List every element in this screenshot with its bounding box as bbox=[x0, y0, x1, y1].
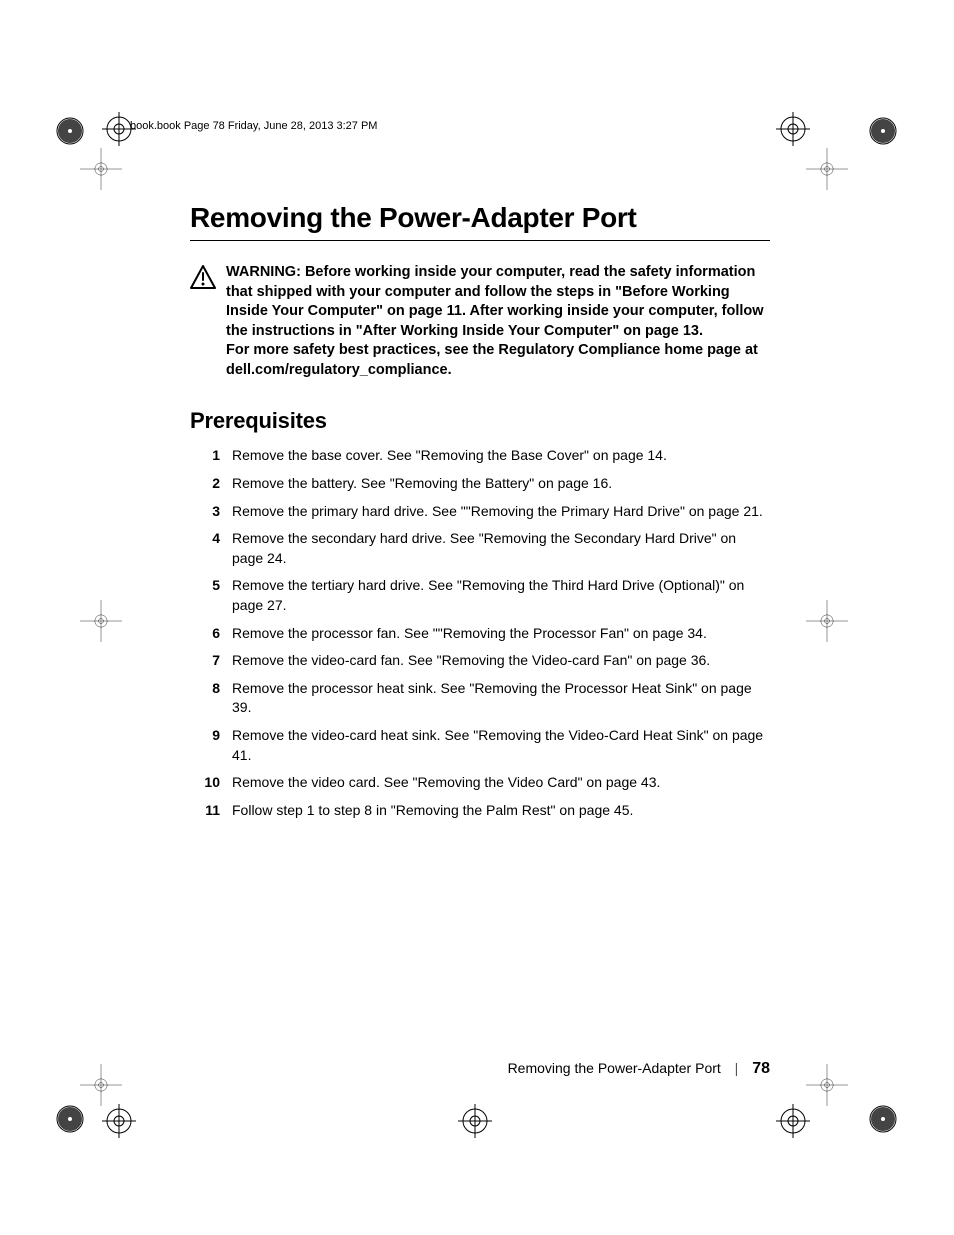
step-text: Remove the processor heat sink. See "Rem… bbox=[232, 679, 770, 718]
print-header-note: book.book Page 78 Friday, June 28, 2013 … bbox=[130, 120, 770, 132]
prerequisite-list: 1Remove the base cover. See "Removing th… bbox=[190, 446, 770, 820]
step-number: 2 bbox=[190, 474, 232, 494]
step-number: 4 bbox=[190, 529, 232, 549]
footer-page-number: 78 bbox=[752, 1060, 770, 1077]
list-item: 9Remove the video-card heat sink. See "R… bbox=[190, 726, 770, 765]
crop-mark-icon bbox=[80, 600, 122, 642]
step-text: Follow step 1 to step 8 in "Removing the… bbox=[232, 801, 770, 821]
step-text: Remove the base cover. See "Removing the… bbox=[232, 446, 770, 466]
footer-separator: | bbox=[735, 1060, 739, 1076]
step-text: Remove the video-card fan. See "Removing… bbox=[232, 651, 770, 671]
subheading-prerequisites: Prerequisites bbox=[190, 408, 770, 434]
step-number: 8 bbox=[190, 679, 232, 699]
list-item: 10Remove the video card. See "Removing t… bbox=[190, 773, 770, 793]
page-content: book.book Page 78 Friday, June 28, 2013 … bbox=[190, 120, 770, 828]
step-number: 9 bbox=[190, 726, 232, 746]
step-number: 3 bbox=[190, 502, 232, 522]
crop-mark-icon bbox=[806, 148, 848, 190]
warning-text: WARNING: Before working inside your comp… bbox=[226, 263, 770, 380]
step-number: 6 bbox=[190, 624, 232, 644]
crop-mark-icon bbox=[80, 148, 122, 190]
crop-mark-icon bbox=[55, 116, 85, 146]
crop-mark-icon bbox=[80, 1064, 122, 1106]
step-text: Remove the primary hard drive. See ""Rem… bbox=[232, 502, 770, 522]
list-item: 3Remove the primary hard drive. See ""Re… bbox=[190, 502, 770, 522]
crop-mark-icon bbox=[776, 112, 810, 146]
warning-icon bbox=[190, 265, 218, 294]
step-text: Remove the tertiary hard drive. See "Rem… bbox=[232, 576, 770, 615]
footer-section-title: Removing the Power-Adapter Port bbox=[508, 1060, 721, 1076]
list-item: 11Follow step 1 to step 8 in "Removing t… bbox=[190, 801, 770, 821]
warning-label: WARNING: bbox=[226, 264, 301, 280]
list-item: 5Remove the tertiary hard drive. See "Re… bbox=[190, 576, 770, 615]
step-text: Remove the processor fan. See ""Removing… bbox=[232, 624, 770, 644]
list-item: 7Remove the video-card fan. See "Removin… bbox=[190, 651, 770, 671]
list-item: 6Remove the processor fan. See ""Removin… bbox=[190, 624, 770, 644]
step-number: 7 bbox=[190, 651, 232, 671]
warning-body-2: For more safety best practices, see the … bbox=[226, 342, 758, 378]
crop-mark-icon bbox=[55, 1104, 85, 1134]
list-item: 1Remove the base cover. See "Removing th… bbox=[190, 446, 770, 466]
step-number: 10 bbox=[190, 773, 232, 793]
crop-mark-icon bbox=[868, 116, 898, 146]
page-title: Removing the Power-Adapter Port bbox=[190, 202, 770, 241]
crop-mark-icon bbox=[868, 1104, 898, 1134]
crop-mark-icon bbox=[806, 1064, 848, 1106]
crop-mark-icon bbox=[806, 600, 848, 642]
step-text: Remove the video card. See "Removing the… bbox=[232, 773, 770, 793]
list-item: 4Remove the secondary hard drive. See "R… bbox=[190, 529, 770, 568]
step-text: Remove the video-card heat sink. See "Re… bbox=[232, 726, 770, 765]
list-item: 8Remove the processor heat sink. See "Re… bbox=[190, 679, 770, 718]
list-item: 2Remove the battery. See "Removing the B… bbox=[190, 474, 770, 494]
page-footer: Removing the Power-Adapter Port | 78 bbox=[190, 1060, 770, 1078]
step-number: 5 bbox=[190, 576, 232, 596]
crop-mark-icon bbox=[102, 1104, 136, 1138]
step-text: Remove the battery. See "Removing the Ba… bbox=[232, 474, 770, 494]
warning-block: WARNING: Before working inside your comp… bbox=[190, 263, 770, 380]
warning-body-1: Before working inside your computer, rea… bbox=[226, 264, 764, 339]
step-number: 1 bbox=[190, 446, 232, 466]
crop-mark-icon bbox=[458, 1104, 492, 1138]
crop-mark-icon bbox=[776, 1104, 810, 1138]
step-text: Remove the secondary hard drive. See "Re… bbox=[232, 529, 770, 568]
step-number: 11 bbox=[190, 801, 232, 821]
